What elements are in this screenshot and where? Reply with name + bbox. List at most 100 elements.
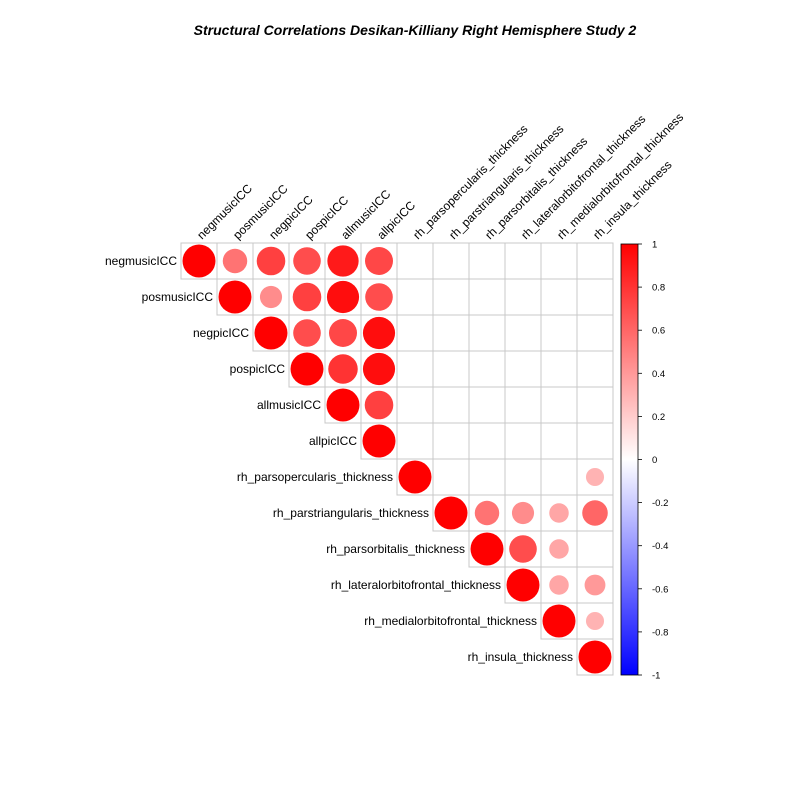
matrix-cell xyxy=(504,278,542,316)
correlation-circle xyxy=(326,388,360,422)
correlation-circle xyxy=(364,390,394,420)
colorbar-tick-label: 1 xyxy=(652,240,657,251)
matrix-cell xyxy=(432,350,470,388)
row-label: pospicICC xyxy=(230,362,286,376)
matrix-cell xyxy=(504,422,542,460)
correlation-circles xyxy=(182,244,612,674)
matrix-cell xyxy=(432,242,470,280)
colorbar-tick-label: 0.8 xyxy=(652,283,665,294)
matrix-cell xyxy=(468,422,506,460)
matrix-cell xyxy=(576,422,614,460)
correlation-circle xyxy=(398,460,432,494)
matrix-cell xyxy=(576,278,614,316)
matrix-cell xyxy=(468,386,506,424)
correlation-circle xyxy=(585,467,605,487)
row-label: allpicICC xyxy=(309,434,357,448)
matrix-cell xyxy=(432,386,470,424)
correlation-circle xyxy=(362,424,396,458)
colorbar-gradient xyxy=(620,243,639,676)
matrix-cell xyxy=(576,242,614,280)
correlation-circle xyxy=(293,319,321,347)
matrix-cell xyxy=(576,530,614,568)
correlation-circle xyxy=(362,352,396,386)
matrix-cell xyxy=(396,386,434,424)
correlation-circle xyxy=(511,501,535,525)
matrix-cell xyxy=(396,422,434,460)
row-label: rh_parsopercularis_thickness xyxy=(237,470,393,484)
row-label: negmusicICC xyxy=(105,254,177,268)
matrix-cell xyxy=(540,242,578,280)
row-label: rh_medialorbitofrontal_thickness xyxy=(364,614,537,628)
correlation-circle xyxy=(470,532,504,566)
colorbar-tick-label: -0.2 xyxy=(652,498,668,509)
correlation-circle xyxy=(293,247,321,275)
colorbar-tick-label: -1 xyxy=(652,671,660,682)
correlation-circle xyxy=(259,285,283,309)
matrix-cell xyxy=(396,350,434,388)
correlation-circle xyxy=(542,604,576,638)
correlation-circle xyxy=(364,246,394,276)
correlation-circle xyxy=(584,574,606,596)
correlation-circle xyxy=(362,316,396,350)
colorbar-tick-label: -0.4 xyxy=(652,541,668,552)
matrix-cell xyxy=(396,278,434,316)
matrix-cell xyxy=(468,278,506,316)
correlation-circle xyxy=(182,244,216,278)
correlation-circle xyxy=(549,503,569,523)
correlation-circle xyxy=(585,611,605,631)
correlation-circle xyxy=(327,245,359,277)
matrix-cell xyxy=(432,422,470,460)
matrix-cell xyxy=(432,314,470,352)
matrix-cell xyxy=(576,350,614,388)
row-label: negpicICC xyxy=(193,326,249,340)
matrix-cell xyxy=(540,386,578,424)
correlation-circle xyxy=(326,280,360,314)
matrix-cell xyxy=(540,458,578,496)
colorbar: 1 0.8 0.6 0.4 0.2 0 -0.2 -0.4 -0.6 -0.8 -1 xyxy=(620,240,668,682)
matrix-cell xyxy=(396,242,434,280)
correlation-circle xyxy=(222,248,248,274)
colorbar-tick-label: 0.6 xyxy=(652,326,665,337)
matrix-cell xyxy=(504,314,542,352)
correlation-circle xyxy=(254,316,288,350)
row-label: rh_lateralorbitofrontal_thickness xyxy=(331,578,501,592)
matrix-cell xyxy=(576,314,614,352)
correlation-circle xyxy=(292,282,322,312)
matrix-cell xyxy=(468,350,506,388)
matrix-cell xyxy=(576,602,614,640)
correlation-circle xyxy=(434,496,468,530)
correlation-circle xyxy=(582,500,608,526)
colorbar-tick-label: -0.8 xyxy=(652,627,668,638)
matrix-cell xyxy=(468,458,506,496)
matrix-cell xyxy=(504,242,542,280)
colorbar-tick-label: 0.2 xyxy=(652,412,665,423)
matrix-cell xyxy=(576,386,614,424)
correlation-circle xyxy=(578,640,612,674)
matrix-cell xyxy=(540,278,578,316)
correlation-circle xyxy=(256,246,286,276)
colorbar-tick-label: 0.4 xyxy=(652,369,665,380)
matrix-cell xyxy=(504,458,542,496)
colorbar-tick-label: 0 xyxy=(652,455,657,466)
matrix-cell xyxy=(432,458,470,496)
correlation-circle xyxy=(549,575,569,595)
correlation-circle xyxy=(218,280,252,314)
column-labels: negmusicICCposmusicICCnegpicICCpospicICC… xyxy=(194,110,686,242)
correlation-circle xyxy=(474,500,500,526)
correlation-circle xyxy=(509,535,537,563)
correlation-circle xyxy=(328,318,358,348)
row-label: rh_parsorbitalis_thickness xyxy=(326,542,465,556)
matrix-cell xyxy=(468,314,506,352)
row-labels: negmusicICC posmusicICC negpicICC pospicICC… xyxy=(105,254,573,664)
correlation-circle xyxy=(506,568,540,602)
matrix-cell xyxy=(432,278,470,316)
correlation-circle xyxy=(365,283,393,311)
row-label: allmusicICC xyxy=(257,398,321,412)
correlation-circle xyxy=(290,352,324,386)
matrix-cell xyxy=(396,314,434,352)
row-label: rh_insula_thickness xyxy=(468,650,573,664)
correlation-circle xyxy=(328,354,358,384)
matrix-cell xyxy=(540,314,578,352)
matrix-cell xyxy=(468,242,506,280)
